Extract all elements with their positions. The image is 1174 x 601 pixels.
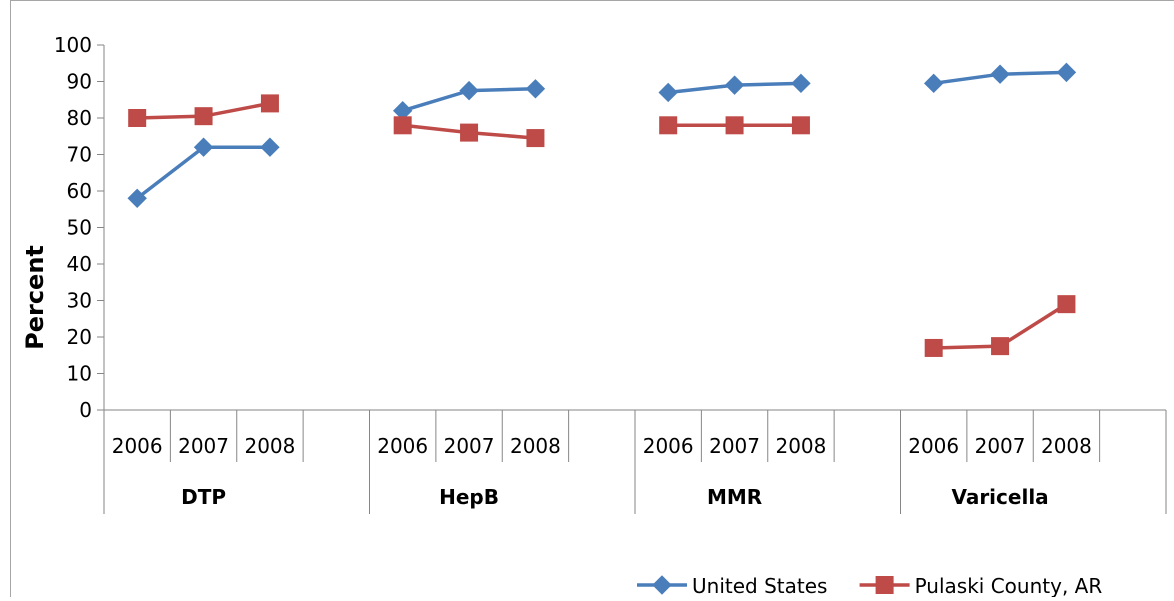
y-tick-label: 0: [79, 398, 92, 422]
data-point: [460, 123, 479, 142]
x-category-label: 2007: [178, 434, 229, 458]
x-category-label: 2006: [643, 434, 694, 458]
y-tick-label: 60: [67, 179, 92, 203]
legend-label: United States: [692, 574, 827, 597]
series-1: [128, 94, 1076, 357]
y-axis-label: Percent: [21, 245, 49, 350]
legend-label: Pulaski County, AR: [915, 574, 1103, 597]
x-category-label: 2007: [709, 434, 760, 458]
data-point: [127, 188, 147, 209]
legend-item-0: United States: [637, 574, 827, 598]
data-point: [393, 116, 412, 135]
y-tick-label: 20: [67, 325, 92, 349]
data-point: [1056, 62, 1077, 83]
y-tick-label: 40: [67, 252, 92, 276]
x-category-label: 2008: [510, 434, 561, 458]
y-tick-label: 70: [67, 143, 92, 167]
x-group-label: Varicella: [951, 485, 1048, 509]
data-point: [260, 94, 279, 113]
x-category-label: 2006: [112, 434, 163, 458]
y-tick-label: 50: [67, 216, 92, 240]
x-category-label: 2007: [975, 434, 1026, 458]
y-tick-label: 100: [54, 33, 92, 57]
data-point: [260, 137, 280, 157]
y-tick-label: 10: [67, 362, 92, 386]
data-point: [526, 129, 545, 148]
x-category-label: 2008: [1041, 434, 1092, 458]
x-category-label: 2006: [377, 434, 428, 458]
x-category-label: 2008: [244, 434, 295, 458]
x-group-label: MMR: [707, 485, 762, 509]
x-category-label: 2006: [908, 434, 959, 458]
y-tick-label: 90: [67, 70, 92, 94]
data-point: [128, 109, 147, 127]
data-point: [791, 73, 811, 94]
data-point: [924, 338, 943, 357]
data-point: [923, 73, 944, 94]
legend-marker: [875, 576, 894, 594]
x-group-label: HepB: [439, 485, 499, 509]
x-category-label: 2008: [775, 434, 826, 458]
data-point: [725, 116, 744, 135]
series-0: [127, 62, 1077, 209]
data-point: [194, 107, 213, 126]
x-group-label: DTP: [181, 485, 226, 509]
x-category-label: 2007: [444, 434, 495, 458]
data-point: [791, 116, 810, 135]
data-point: [525, 79, 546, 99]
data-point: [724, 75, 745, 95]
legend-item-1: Pulaski County, AR: [859, 574, 1103, 598]
y-tick-label: 30: [67, 289, 92, 313]
y-tick-label: 80: [67, 106, 92, 130]
data-point: [991, 337, 1010, 356]
data-point: [1057, 295, 1076, 314]
data-point: [658, 82, 678, 103]
data-point: [193, 137, 214, 157]
data-point: [990, 64, 1010, 84]
data-point: [459, 80, 479, 101]
legend-marker: [652, 575, 672, 595]
data-point: [659, 116, 678, 135]
